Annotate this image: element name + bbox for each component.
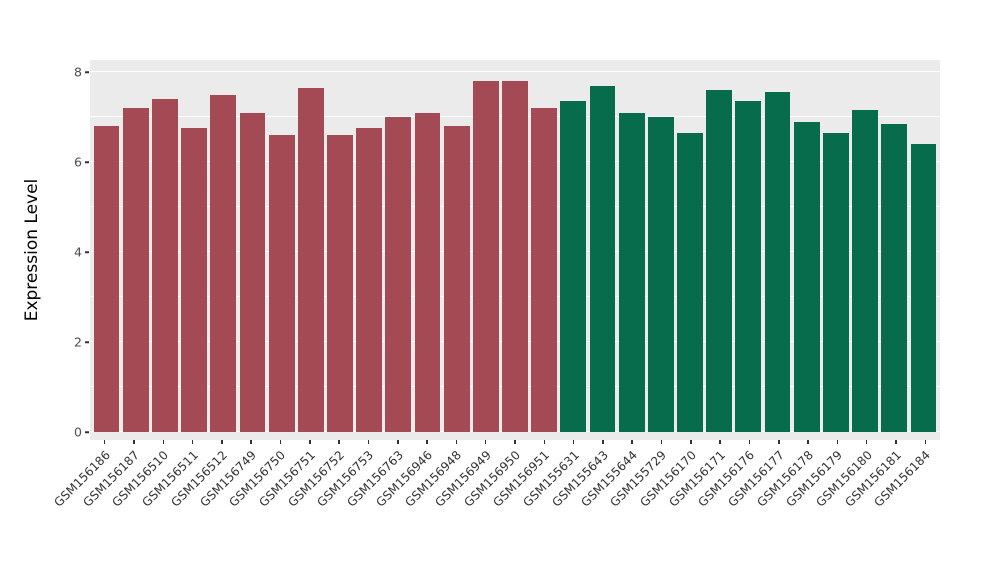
x-tick-mark — [484, 440, 487, 444]
bar — [677, 132, 703, 432]
bar — [414, 112, 441, 432]
y-tick-label: 2 — [74, 334, 82, 350]
x-tick-mark — [367, 440, 370, 444]
x-tick-mark — [514, 440, 516, 444]
x-tick-mark — [572, 440, 575, 444]
x-tick-mark — [455, 440, 458, 444]
bar — [356, 128, 383, 432]
bar — [181, 128, 207, 432]
x-tick-mark — [631, 440, 633, 444]
bar — [881, 123, 908, 432]
bar — [327, 135, 353, 432]
x-axis-labels: GSM156186 GSM156187 GSM156510 GSM156511 GSM1… — [51, 448, 940, 573]
x-tick-mark — [133, 440, 135, 444]
y-tick-mark — [85, 161, 89, 163]
bar — [152, 99, 178, 432]
bar — [297, 87, 324, 432]
bar — [531, 108, 558, 432]
bars-layer — [90, 60, 940, 440]
bar — [93, 126, 120, 432]
x-tick-mark — [807, 440, 809, 444]
y-tick-label: 6 — [74, 154, 82, 170]
y-tick-label: 0 — [74, 424, 82, 440]
bar — [210, 94, 237, 432]
bar — [472, 81, 499, 432]
plot-panel — [90, 60, 940, 440]
x-tick-mark — [426, 440, 428, 444]
x-tick-mark — [778, 440, 780, 444]
y-tick-label: 4 — [74, 244, 82, 260]
x-tick-mark — [338, 440, 340, 444]
x-tick-mark — [191, 440, 194, 444]
bar — [735, 101, 762, 432]
x-tick-mark — [221, 440, 223, 444]
x-tick-mark — [690, 440, 692, 444]
x-tick-mark — [719, 440, 721, 444]
bar — [589, 85, 616, 432]
y-tick-label: 8 — [74, 64, 82, 80]
x-tick-mark — [660, 440, 663, 444]
x-tick-mark — [543, 440, 546, 444]
x-tick-mark — [865, 440, 868, 444]
x-tick-mark — [924, 440, 927, 444]
x-tick-mark — [279, 440, 282, 444]
y-axis-title: Expression Level — [22, 178, 42, 322]
x-tick-mark — [103, 440, 106, 444]
bar — [268, 135, 295, 432]
bar — [443, 126, 470, 432]
y-tick-mark — [85, 341, 89, 343]
bar — [793, 121, 820, 432]
bar — [618, 112, 645, 432]
bar — [852, 110, 878, 432]
major-gridline — [90, 70, 940, 72]
bar — [706, 90, 733, 432]
y-tick-mark — [85, 251, 89, 253]
x-tick-mark — [397, 440, 399, 444]
bar — [822, 132, 849, 432]
bar — [122, 108, 149, 432]
bar — [764, 92, 791, 432]
bar — [910, 144, 937, 432]
bar — [239, 112, 266, 432]
x-tick-mark — [602, 440, 604, 444]
x-tick-mark — [748, 440, 751, 444]
bar — [502, 81, 528, 432]
x-tick-mark — [836, 440, 839, 444]
x-tick-mark — [895, 440, 897, 444]
bar — [647, 117, 674, 432]
bar — [560, 101, 587, 432]
x-tick-mark — [250, 440, 252, 444]
bar — [385, 117, 412, 432]
x-tick-mark — [162, 440, 165, 444]
x-tick-mark — [309, 440, 311, 444]
y-tick-mark — [85, 71, 89, 73]
y-tick-mark — [85, 431, 89, 433]
